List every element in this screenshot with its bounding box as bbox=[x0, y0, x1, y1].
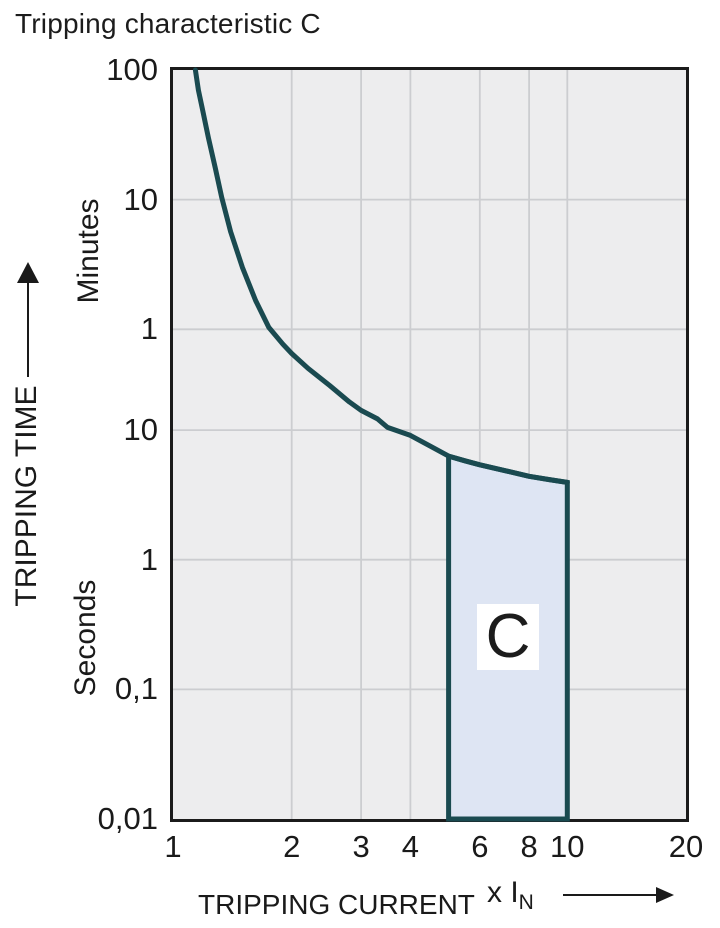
x-tick-label: 20 bbox=[668, 829, 704, 864]
x-axis-unit-subscript: N bbox=[518, 891, 534, 914]
x-tick-label: 2 bbox=[283, 829, 301, 864]
x-tick-label: 4 bbox=[401, 829, 420, 864]
y-axis-arrow-up-icon bbox=[17, 262, 39, 283]
tripping-curve bbox=[192, 67, 570, 485]
x-tick-label: 6 bbox=[471, 829, 489, 864]
x-tick-label: 10 bbox=[550, 829, 585, 864]
x-tick-label: 1 bbox=[164, 829, 182, 864]
y-tick-label: 0,1 bbox=[114, 671, 158, 707]
y-tick-label: 0,01 bbox=[97, 801, 158, 836]
y-tick-label: 10 bbox=[123, 412, 158, 448]
y-tick-label: 1 bbox=[140, 311, 158, 347]
y-tick-label: 100 bbox=[106, 52, 158, 87]
x-axis-unit: x IN bbox=[487, 876, 534, 915]
curve-svg bbox=[173, 67, 686, 822]
y-tick-label: 10 bbox=[123, 181, 158, 217]
chart-title: Tripping characteristic C bbox=[15, 8, 321, 39]
y-axis-arrow-line bbox=[27, 282, 29, 377]
x-tick-label: 3 bbox=[352, 829, 370, 864]
plot-area: C bbox=[170, 67, 689, 822]
region-label-box: C bbox=[477, 604, 539, 670]
region-label: C bbox=[485, 602, 531, 671]
x-axis-unit-prefix: x I bbox=[487, 876, 519, 909]
y-tick-label: 1 bbox=[140, 541, 158, 577]
x-axis-title: TRIPPING CURRENT bbox=[198, 889, 475, 920]
x-tick-label: 8 bbox=[520, 829, 538, 864]
x-axis-arrow-line bbox=[563, 894, 658, 896]
x-axis-arrow-right-icon bbox=[656, 887, 674, 903]
